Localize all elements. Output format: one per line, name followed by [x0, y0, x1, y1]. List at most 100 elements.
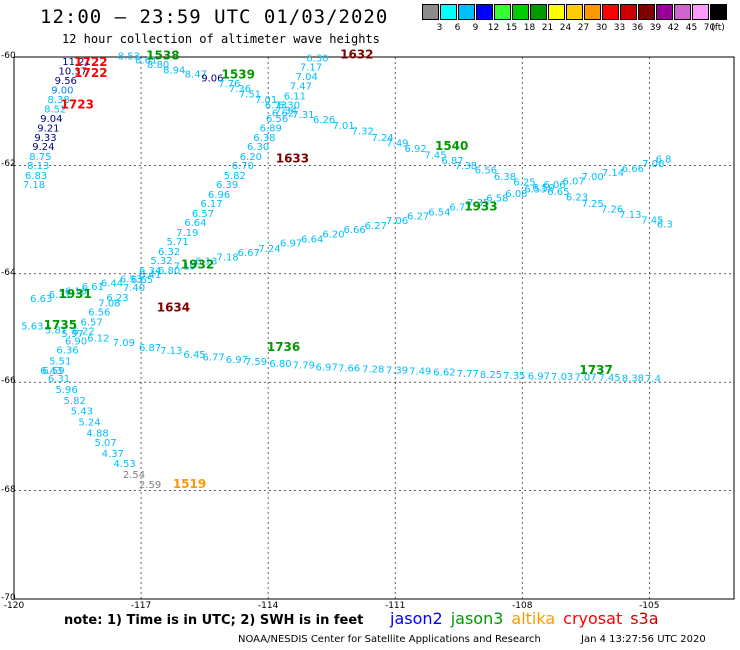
scale-swatch: [422, 4, 439, 20]
scale-swatch: [530, 4, 547, 20]
wave-height-value: 6.65: [131, 275, 153, 286]
scale-swatch: [620, 4, 637, 20]
wave-height-value: 6.08: [505, 189, 527, 200]
track-1932: 6.636.316.166.616.446.536.416.807.19 6.13…: [30, 155, 671, 305]
wave-height-value: 7.19: [176, 228, 198, 239]
wave-height-value: 6.27: [407, 212, 429, 223]
wave-height-value: 7.45: [641, 215, 663, 226]
wave-height-value: 5.63: [21, 322, 43, 333]
wave-height-value: 7.4: [645, 374, 661, 385]
pass-time-label: 1736: [267, 340, 300, 354]
wave-height-value: 9.56: [55, 76, 77, 87]
pass-time-label: 1634: [157, 301, 190, 315]
wave-height-value: 6.67: [238, 248, 260, 259]
wave-height-value: 7.04: [296, 72, 318, 83]
wave-height-value: 7.07: [574, 373, 596, 384]
wave-height-value: 7.09: [113, 338, 135, 349]
wave-height-value: 6.80: [158, 266, 180, 277]
wave-height-value: 6.13: [195, 257, 217, 268]
wave-height-value: 7.28: [362, 364, 384, 375]
generation-timestamp: Jan 4 13:27:56 UTC 2020: [581, 634, 706, 645]
scale-label: 3: [436, 23, 443, 33]
satellite-legend-altika: altika: [511, 609, 556, 628]
latitude-tick-label: -70: [1, 593, 16, 603]
wave-height-value: 11.21: [62, 57, 91, 68]
wave-height-value: 6.97: [280, 239, 302, 250]
wave-height-value: 6.36: [56, 345, 78, 356]
latitude-tick-label: -68: [1, 484, 16, 495]
wave-height-value: 4.53: [114, 459, 136, 470]
wave-height-value: 6.62: [433, 368, 455, 379]
wave-height-value: 6.20: [240, 152, 262, 163]
wave-height-value: 6.97: [316, 362, 338, 373]
longitude-tick-label: -111: [384, 601, 406, 611]
wave-height-value: 6.53: [120, 274, 142, 285]
scale-swatch: [674, 4, 691, 20]
scale-label: 24: [559, 23, 572, 33]
scale-swatch: [476, 4, 493, 20]
wave-height-value: 7.66: [338, 363, 360, 374]
pass-time-label: 1540: [435, 139, 468, 153]
scale-label: 33: [613, 23, 626, 33]
wave-height-value: 6.30: [247, 142, 269, 153]
wave-height-value: 5.51: [49, 356, 71, 367]
scale-label: 30: [595, 23, 608, 33]
map-frame: [13, 56, 735, 600]
map-subtitle: 12 hour collection of altimeter wave hei…: [62, 32, 380, 46]
wave-height-value: 7.38: [455, 161, 477, 172]
wave-height-value: 8.13: [27, 161, 49, 172]
wave-height-value: 9.21: [37, 123, 59, 134]
pass-time-label: 1722: [74, 55, 107, 69]
wave-height-value: 6.38: [494, 172, 516, 183]
scale-label: 42: [667, 23, 680, 33]
credit-line: NOAA/NESDIS Center for Satellite Applica…: [238, 634, 541, 645]
latitude-tick-label: -66: [1, 376, 16, 387]
scale-label: 15: [505, 23, 518, 33]
scale-swatch: [710, 4, 727, 20]
pass-time-label: 1735: [44, 318, 77, 332]
wave-height-value: 6.23: [566, 193, 588, 204]
wave-height-value: 6.73: [265, 100, 287, 111]
wave-height-value: 6.39: [216, 180, 238, 191]
wave-height-value: 6.57: [80, 317, 102, 328]
wave-height-value: 6.64: [184, 218, 206, 229]
scale-swatch: [692, 4, 709, 20]
wave-height-value: 8.38: [47, 95, 69, 106]
pass-time-label: 1632: [340, 48, 373, 62]
wave-height-value: 8.52: [44, 104, 66, 115]
wave-height-value: 7.34: [275, 106, 297, 117]
satellite-legend-s3a: s3a: [630, 609, 659, 628]
wave-height-value: 7.47: [290, 82, 312, 93]
scale-swatch: [656, 4, 673, 20]
wave-height-value: 7.01: [332, 121, 354, 132]
wave-height-value: 6.38: [253, 133, 275, 144]
wave-height-value: 6.96: [208, 190, 230, 201]
scale-swatch: [584, 4, 601, 20]
scale-swatch: [512, 4, 529, 20]
wave-height-value: 6.34: [139, 266, 161, 277]
wave-height-value: 7.19: [174, 261, 196, 272]
wave-height-value: 7.17: [300, 63, 322, 74]
wave-height-value: 7.40: [123, 283, 145, 294]
wave-height-value: 7.76: [218, 79, 240, 90]
latitude-tick-label: -64: [1, 267, 16, 278]
wave-height-value: 6.87: [441, 156, 463, 167]
wave-height-value: 8.80: [147, 60, 169, 71]
scale-swatch: [440, 4, 457, 20]
wave-height-value: 10.37: [58, 66, 87, 77]
track-1722: 11.2110.379.569.008.388.529.049.219.339.…: [23, 57, 91, 191]
wave-height-value: 6.56: [88, 308, 110, 319]
wave-height-value: 8.25: [480, 370, 502, 381]
wave-height-value: 7.39: [386, 366, 408, 377]
wave-height-value: 7.51: [239, 90, 261, 101]
latitude-tick-label: -62: [1, 159, 16, 170]
scale-swatch: [458, 4, 475, 20]
wave-height-value: 6.25: [513, 177, 535, 188]
wave-height-value: 6.20: [322, 229, 344, 240]
wave-height-value: 9.00: [51, 85, 73, 96]
wave-height-value: 6.22: [72, 327, 94, 338]
wave-height-value: 5.96: [56, 385, 78, 396]
wave-height-value: 8.47: [185, 70, 207, 81]
wave-height-value: 6.83: [25, 171, 47, 182]
